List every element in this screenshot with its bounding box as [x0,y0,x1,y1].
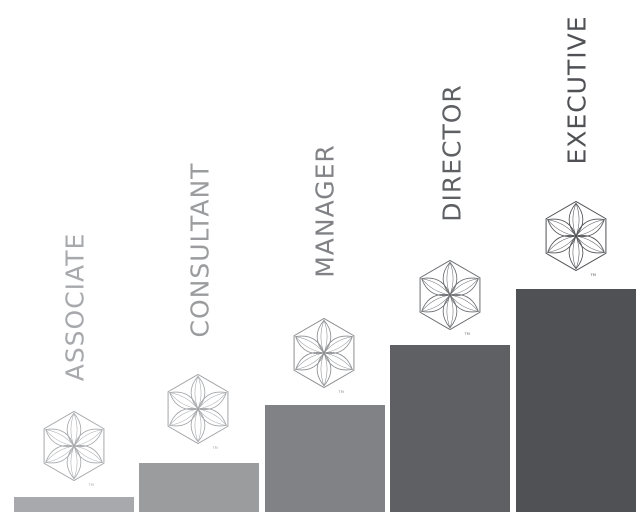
petal [449,294,479,313]
petal-inner [546,235,577,253]
hexagon-outline [43,410,105,482]
trademark-mark: TM [88,483,94,487]
rank-label-director: DIRECTOR [437,84,467,222]
petal [421,277,451,296]
petal-inner [546,219,577,237]
petal-inner [575,235,606,253]
petal [73,428,103,447]
petal-inner [73,445,104,463]
petal-inner [168,408,199,426]
flower-of-life-svg: TM [545,200,607,277]
petal [449,277,479,296]
trademark-mark: TM [338,390,344,394]
petal-inner [194,375,202,410]
petal-inner [572,202,580,237]
petal-inner [294,352,325,370]
petal-inner [420,294,451,312]
petal-inner [572,235,580,270]
flower-of-life-svg: TM [43,410,105,487]
flower-of-life-svg: TM [419,259,481,336]
petal-inner [70,412,78,447]
petal [197,391,227,410]
step-bar-director [390,345,510,512]
petal [547,235,577,254]
petal [295,352,325,371]
petal [295,335,325,354]
hexagon-outline [293,317,355,389]
petal-inner [44,445,75,463]
petal [323,335,353,354]
petal-inner [449,294,480,312]
petal-inner [44,429,75,447]
rank-label-associate: ASSOCIATE [60,232,90,382]
petal [197,408,227,427]
hexagon-outline [167,373,229,445]
petal-inner [323,352,354,370]
petal [45,445,75,464]
petal-inner [446,294,454,329]
step-bar-consultant [139,463,259,512]
flower-of-life-svg: TM [167,373,229,450]
petal [575,235,605,254]
petal [547,218,577,237]
flower-of-life-icon: TM [536,193,616,279]
petal-inner [323,336,354,354]
flower-of-life-icon: TM [410,252,490,338]
petal-inner [194,408,202,443]
petal-inner [197,392,228,410]
petal [73,445,103,464]
petal [169,408,199,427]
rank-label-executive: EXECUTIVE [562,15,592,165]
petal-inner [446,261,454,296]
flower-of-life-icon: TM [284,310,364,396]
petal [421,294,451,313]
step-bar-executive [516,289,636,512]
petal-inner [70,445,78,480]
rank-label-consultant: CONSULTANT [185,162,215,338]
petal [169,391,199,410]
petal-inner [320,319,328,354]
hexagon-outline [545,200,607,272]
flower-of-life-icon: TM [34,403,114,489]
petal-inner [73,429,104,447]
trademark-mark: TM [464,332,470,336]
petal-inner [294,336,325,354]
petal-inner [420,278,451,296]
petal [45,428,75,447]
flower-of-life-icon: TM [158,366,238,452]
trademark-mark: TM [590,273,596,277]
petal-inner [197,408,228,426]
petal-inner [449,278,480,296]
flower-of-life-svg: TM [293,317,355,394]
trademark-mark: TM [212,446,218,450]
rank-label-manager: MANAGER [310,144,340,278]
petal [575,218,605,237]
hexagon-outline [419,259,481,331]
petal-inner [168,392,199,410]
petal-inner [575,219,606,237]
petal [323,352,353,371]
step-bar-manager [265,405,385,512]
petal-inner [320,352,328,387]
step-bar-associate [14,497,134,512]
